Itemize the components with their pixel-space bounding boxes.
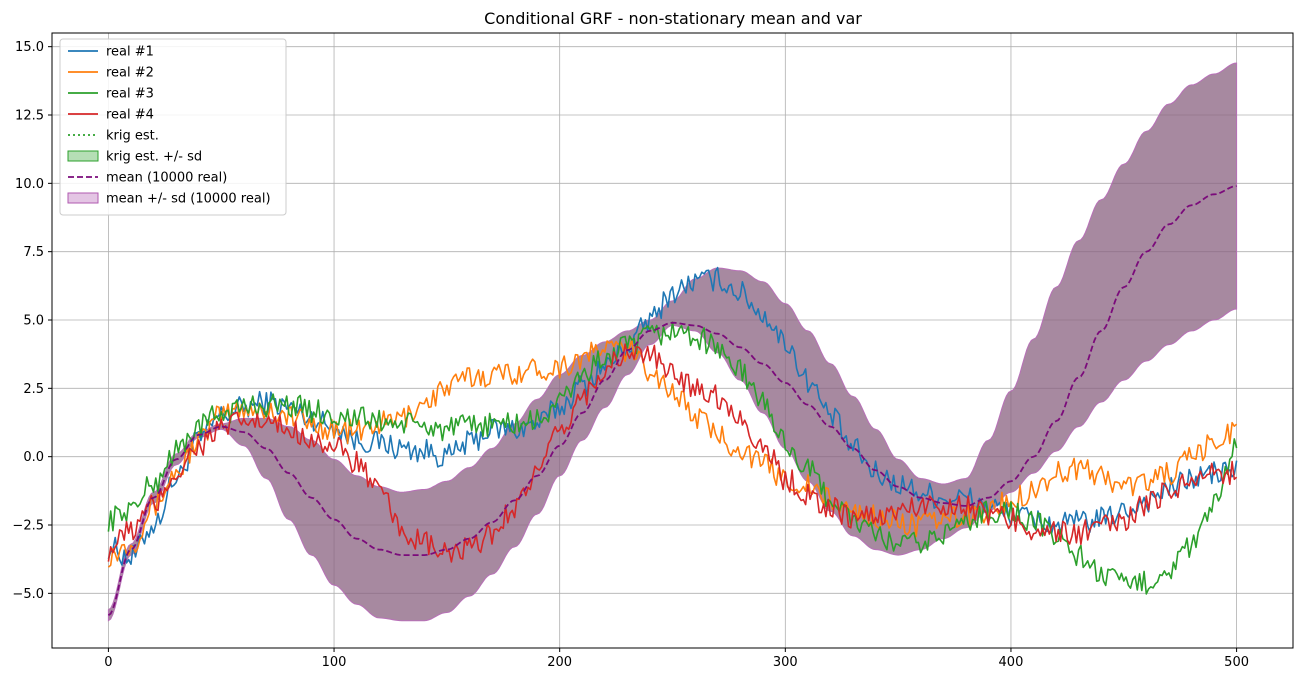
x-tick-label: 400 bbox=[999, 655, 1024, 670]
legend-label: real #1 bbox=[106, 45, 154, 60]
legend-swatch bbox=[67, 150, 99, 162]
x-tick-label: 200 bbox=[547, 655, 572, 670]
y-tick-label: 10.0 bbox=[15, 177, 44, 192]
legend-label: krig est. +/- sd bbox=[106, 150, 202, 165]
x-tick-label: 100 bbox=[322, 655, 347, 670]
legend-label: krig est. bbox=[106, 129, 159, 144]
legend-swatch bbox=[67, 192, 99, 204]
y-tick-label: 5.0 bbox=[23, 314, 44, 329]
y-tick-label: 2.5 bbox=[23, 382, 44, 397]
legend-label: mean +/- sd (10000 real) bbox=[106, 192, 271, 207]
y-tick-label: −5.0 bbox=[12, 587, 44, 602]
x-axis-ticks: 0 100 200 300 400 500 bbox=[104, 648, 1249, 670]
mean-line bbox=[107, 185, 1237, 616]
x-tick-label: 0 bbox=[104, 655, 112, 670]
legend: real #1 real #2 real #3 real #4 krig est. kri… bbox=[59, 38, 287, 216]
series-line-4 bbox=[107, 343, 1238, 563]
series-line-2 bbox=[107, 338, 1238, 568]
x-tick-label: 500 bbox=[1224, 655, 1249, 670]
sd-band bbox=[107, 62, 1238, 622]
legend-box bbox=[59, 38, 287, 216]
y-tick-label: 15.0 bbox=[15, 40, 44, 55]
y-tick-label: −2.5 bbox=[12, 519, 44, 534]
y-tick-label: 7.5 bbox=[23, 245, 44, 260]
mean-layer bbox=[107, 185, 1237, 616]
y-tick-label: 0.0 bbox=[23, 450, 44, 465]
legend-label: real #3 bbox=[106, 87, 154, 102]
chart-title: Conditional GRF - non-stationary mean an… bbox=[484, 9, 862, 28]
sd-band-layer bbox=[107, 62, 1238, 622]
legend-label: mean (10000 real) bbox=[106, 171, 227, 186]
y-axis-ticks: −5.0 −2.5 0.0 2.5 5.0 7.5 10.0 12.5 15.0 bbox=[12, 40, 52, 602]
legend-label: real #2 bbox=[106, 66, 154, 81]
x-tick-label: 300 bbox=[773, 655, 798, 670]
legend-label: real #4 bbox=[106, 108, 154, 123]
plot-frame bbox=[51, 32, 1294, 649]
y-tick-label: 12.5 bbox=[15, 109, 44, 124]
